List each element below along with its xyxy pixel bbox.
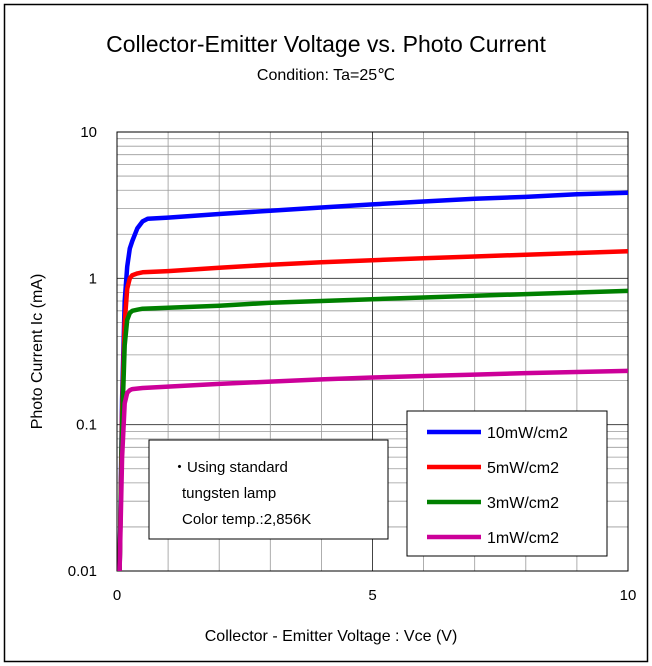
legend-label-2: 5mW/cm2 xyxy=(487,460,559,477)
series-layer xyxy=(117,190,629,572)
x-tick-label: 0 xyxy=(113,587,121,604)
legend-frame xyxy=(406,410,608,557)
plot-area xyxy=(116,131,629,572)
series-line-2 xyxy=(117,249,629,572)
y-axis-ticks: 0.01 0.1 1 10 xyxy=(68,124,97,580)
y-axis-label: Photo Current Ic (mA) xyxy=(29,274,46,430)
annotation-line-2: tungsten lamp xyxy=(182,485,276,502)
y-tick-label: 1 xyxy=(89,270,97,287)
series-line-3 xyxy=(117,288,629,572)
annotation-frame xyxy=(148,439,389,540)
legend: 10mW/cm2 5mW/cm2 3mW/cm2 1mW/cm2 xyxy=(406,410,608,557)
legend-label-4: 1mW/cm2 xyxy=(487,530,559,547)
chart-frame xyxy=(3,3,649,663)
annotation-line-1: ・Using standard xyxy=(172,459,288,476)
y-tick-label: 0.1 xyxy=(76,417,97,434)
x-axis-label: Collector - Emitter Voltage : Vce (V) xyxy=(205,628,458,645)
annotation-box: ・Using standard tungsten lamp Color temp… xyxy=(148,439,389,540)
series-line-1 xyxy=(117,190,629,572)
legend-label-1: 10mW/cm2 xyxy=(487,425,568,442)
legend-label-3: 3mW/cm2 xyxy=(487,495,559,512)
y-tick-label: 0.01 xyxy=(68,563,97,580)
annotation-line-3: Color temp.:2,856K xyxy=(182,511,311,528)
x-tick-label: 10 xyxy=(620,587,637,604)
chart-title: Collector-Emitter Voltage vs. Photo Curr… xyxy=(106,31,546,57)
x-tick-label: 5 xyxy=(368,587,376,604)
series-line-4 xyxy=(117,368,629,572)
x-axis-ticks: 0 5 10 xyxy=(113,587,637,604)
chart-subtitle: Condition: Ta=25℃ xyxy=(257,67,395,84)
y-tick-label: 10 xyxy=(80,124,97,141)
